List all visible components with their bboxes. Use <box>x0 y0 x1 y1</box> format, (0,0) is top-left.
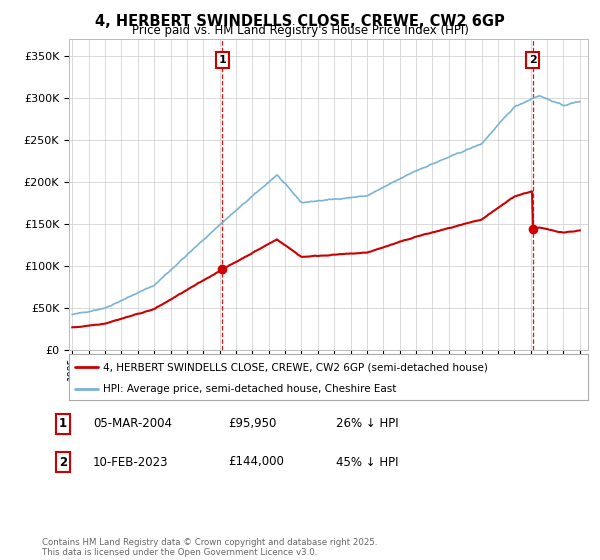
Text: 05-MAR-2004: 05-MAR-2004 <box>93 417 172 431</box>
Text: 1: 1 <box>59 417 67 431</box>
Text: 4, HERBERT SWINDELLS CLOSE, CREWE, CW2 6GP: 4, HERBERT SWINDELLS CLOSE, CREWE, CW2 6… <box>95 14 505 29</box>
Text: 45% ↓ HPI: 45% ↓ HPI <box>336 455 398 469</box>
Text: £144,000: £144,000 <box>228 455 284 469</box>
Text: 10-FEB-2023: 10-FEB-2023 <box>93 455 169 469</box>
Text: HPI: Average price, semi-detached house, Cheshire East: HPI: Average price, semi-detached house,… <box>103 384 396 394</box>
Text: 26% ↓ HPI: 26% ↓ HPI <box>336 417 398 431</box>
Text: £95,950: £95,950 <box>228 417 277 431</box>
Text: Contains HM Land Registry data © Crown copyright and database right 2025.
This d: Contains HM Land Registry data © Crown c… <box>42 538 377 557</box>
Text: 1: 1 <box>218 55 226 65</box>
Text: Price paid vs. HM Land Registry's House Price Index (HPI): Price paid vs. HM Land Registry's House … <box>131 24 469 37</box>
Text: 2: 2 <box>529 55 536 65</box>
Text: 4, HERBERT SWINDELLS CLOSE, CREWE, CW2 6GP (semi-detached house): 4, HERBERT SWINDELLS CLOSE, CREWE, CW2 6… <box>103 362 488 372</box>
Text: 2: 2 <box>59 455 67 469</box>
